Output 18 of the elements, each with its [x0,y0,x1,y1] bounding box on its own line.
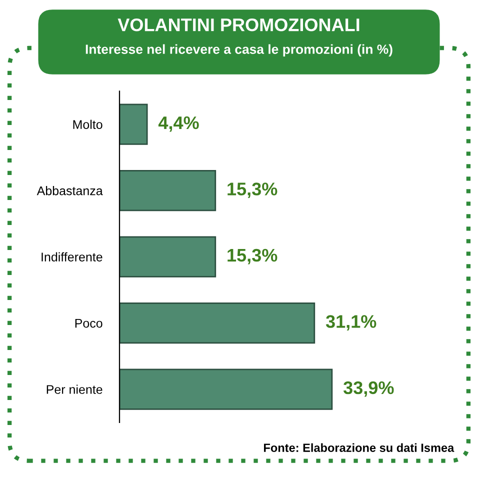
data-label: 4,4% [158,116,199,132]
data-label: 33,9% [343,381,394,397]
y-tick-label: Indifferente [42,252,102,262]
bar [120,170,216,212]
chart-title: VOLANTINI PROMOZIONALI [118,18,360,32]
source-note: Fonte: Elaborazione su dati Ismea [264,443,454,452]
y-tick-label: Poco [75,318,102,328]
data-label: 15,3% [228,248,278,264]
chart-subtitle: Interesse nel ricevere a casa le promozioni (in %) [86,44,392,57]
data-label: 31,1% [326,315,376,331]
bar [120,302,316,344]
data-label: 15,3% [228,182,278,198]
y-tick-label: Abbastanza [36,186,103,196]
y-tick-label: Molto [73,120,102,129]
bar [120,104,148,145]
y-tick-label: Per niente [46,384,102,394]
bar [120,236,216,278]
bar [120,368,333,410]
